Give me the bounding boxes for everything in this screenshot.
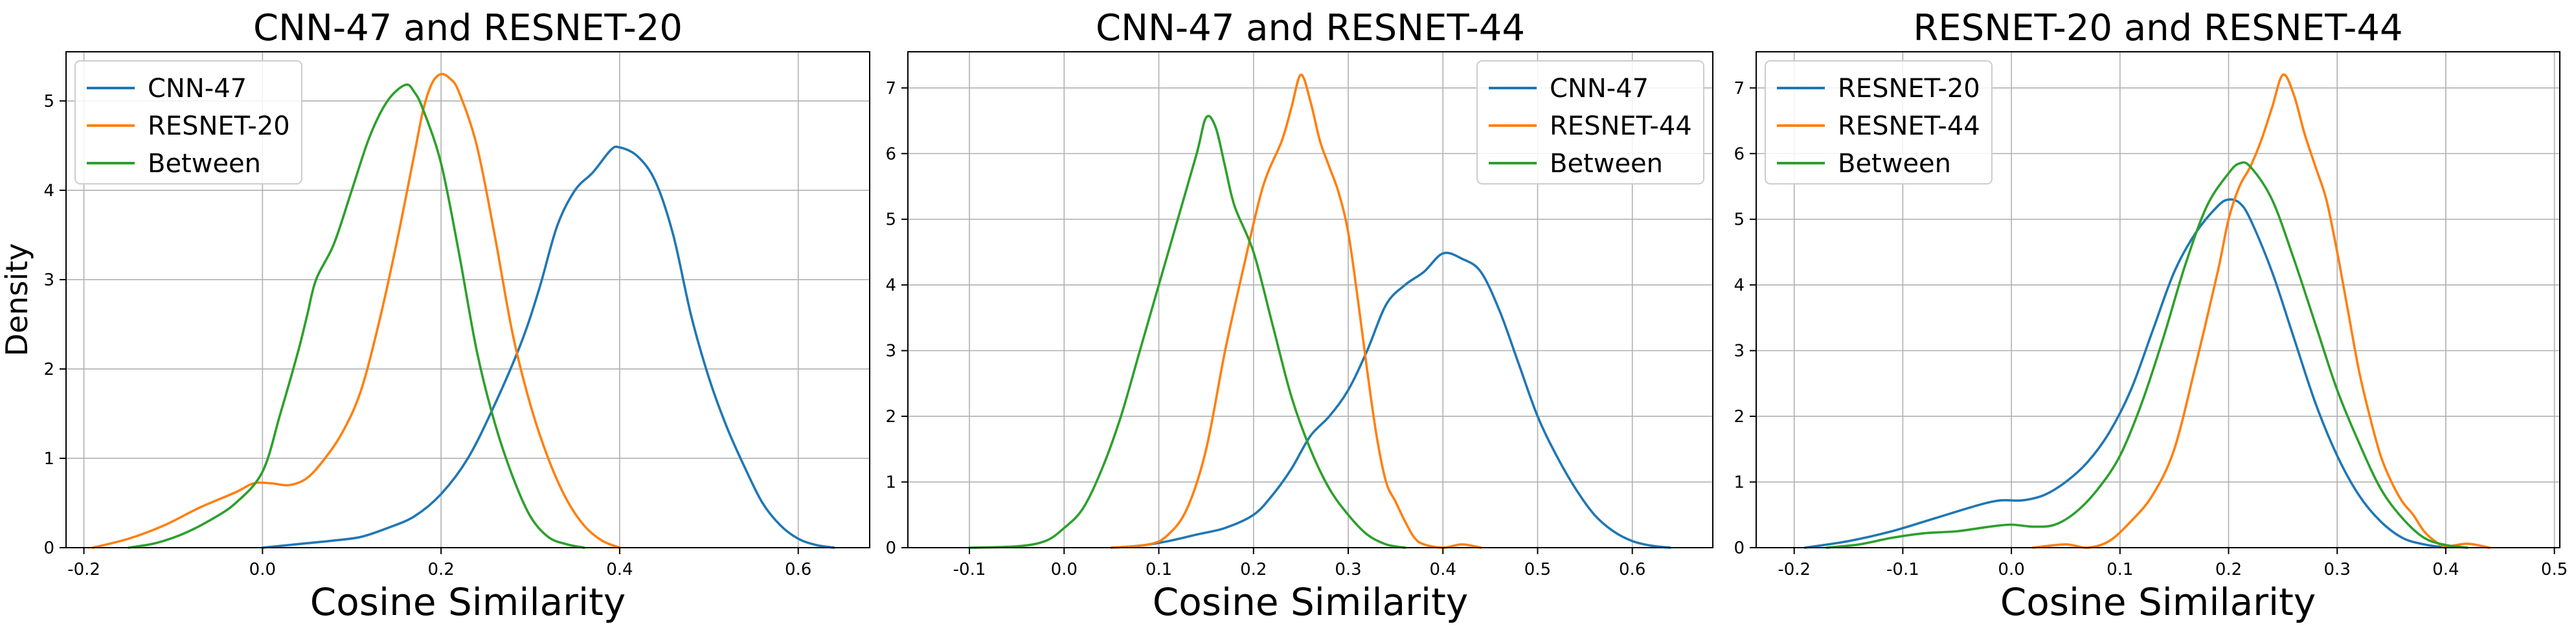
x-tick-label: 0.3 [2324,560,2351,579]
x-tick-label: -0.2 [1778,560,1811,579]
x-tick-label: 0.0 [1051,560,1078,579]
x-axis-label: Cosine Similarity [310,580,626,624]
legend-entry: CNN-47 [148,74,247,104]
legend: RESNET-20 RESNET-44 Between [1765,60,1993,184]
legend-box [74,60,302,184]
series-line-cnn-47 [1110,251,1671,549]
y-tick-label: 5 [885,210,896,230]
chart-panel-1: -0.2 0.0 0.2 0.4 0.6 0 1 2 3 4 5 CNN-47 and RESNET-… [0,7,870,624]
x-tick-label: 0.1 [2107,560,2133,579]
x-tick-label: 0.2 [2215,560,2242,579]
y-tick-label: 2 [43,360,54,379]
legend-entry: RESNET-44 [1550,111,1692,141]
y-tick-label: 6 [885,144,896,164]
legend: CNN-47 RESNET-44 Between [1476,60,1704,184]
y-tick-label: 1 [1734,473,1745,493]
x-tick-label: 0.1 [1146,560,1172,579]
legend-box [1476,60,1704,184]
y-tick-label: 3 [1734,342,1745,361]
x-tick-label: 0.6 [1619,560,1645,579]
chart-title: CNN-47 and RESNET-20 [253,7,683,49]
y-tick-label: 3 [43,271,54,290]
plot-frame [65,51,870,548]
legend-entry: Between [1550,149,1663,179]
y-tick-label: 2 [885,407,896,427]
y-tick-label: 7 [1734,79,1745,98]
y-axis-label: Density [0,243,34,357]
y-tick-label: 2 [1734,407,1745,427]
series-line-between [127,83,585,549]
legend-box [1765,60,1993,184]
y-tick-label: 4 [885,276,896,295]
y-tick-label: 0 [1734,539,1745,558]
y-tick-label: 1 [43,449,54,469]
x-axis-label: Cosine Similarity [1153,580,1468,624]
x-tick-label: 0.5 [1524,560,1551,579]
y-tick-label: 7 [885,79,896,98]
y-tick-label: 4 [43,181,54,201]
legend-entry: RESNET-20 [148,111,290,141]
x-tick-label: 0.4 [2432,560,2459,579]
series-line-resnet-20 [1803,198,2447,549]
y-tick-label: 0 [885,539,896,558]
x-tick-label: -0.1 [1886,560,1919,579]
y-tick-label: 6 [1734,144,1745,164]
x-tick-label: 0.0 [249,560,276,579]
legend-entry: Between [148,149,261,179]
chart-title: RESNET-20 and RESNET-44 [1913,7,2402,49]
legend: CNN-47 RESNET-20 Between [74,60,302,184]
legend-entry: RESNET-20 [1838,74,1980,104]
legend-entry: Between [1838,149,1951,179]
y-tick-label: 5 [1734,210,1745,230]
series-line-between [1825,161,2469,549]
legend-entry: CNN-47 [1550,74,1649,104]
series-line-between [968,115,1407,549]
y-tick-label: 5 [43,92,54,111]
y-tick-label: 0 [43,539,54,558]
legend-entry: RESNET-44 [1838,111,1980,141]
x-tick-label: 0.6 [785,560,811,579]
y-tick-label: 4 [1734,276,1745,295]
chart-panel-2: -0.1 0.0 0.1 0.2 0.3 0.4 0.5 0.6 0 1 2 3 4 5 6 7 CNN-47 … [885,7,1713,624]
x-tick-label: 0.4 [606,560,633,579]
x-tick-label: 0.2 [1240,560,1267,579]
chart-title: CNN-47 and RESNET-44 [1096,7,1525,49]
x-tick-label: -0.1 [953,560,986,579]
x-tick-label: 0.3 [1335,560,1361,579]
series-line-resnet-44 [2031,73,2491,549]
y-tick-label: 1 [885,473,896,493]
plot-frame [1756,51,2560,548]
chart-panel-3: -0.2 -0.1 0.0 0.1 0.2 0.3 0.4 0.5 0 1 2 3 4 5 6 7 RESNET… [1734,7,2568,624]
x-tick-label: 0.0 [1998,560,2024,579]
x-tick-label: 0.5 [2541,560,2568,579]
x-axis-label: Cosine Similarity [2000,580,2316,624]
x-tick-label: 0.4 [1430,560,1456,579]
series-line-cnn-47 [261,145,835,549]
plot-frame [907,51,1713,548]
x-tick-label: 0.2 [427,560,454,579]
series-line-resnet-44 [1110,73,1482,549]
y-tick-label: 3 [885,342,896,361]
x-tick-label: -0.2 [67,560,100,579]
